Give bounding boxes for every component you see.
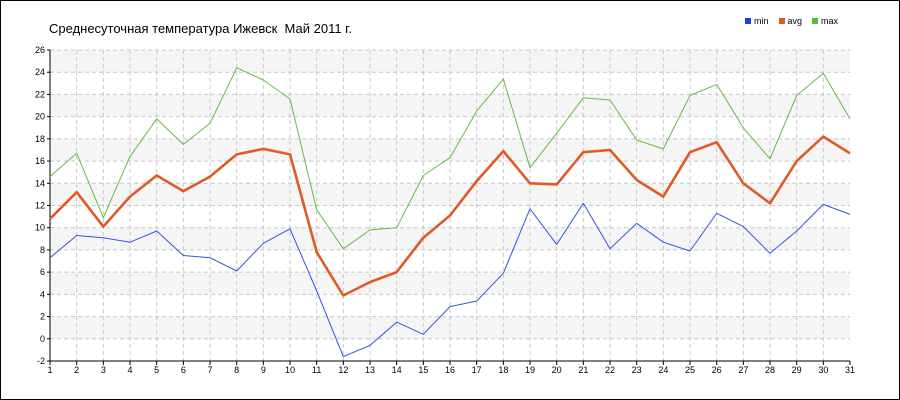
y-tick-label: 2 (40, 312, 45, 322)
plot-band (50, 94, 850, 117)
y-tick-label: 24 (35, 67, 45, 77)
y-tick-label: 4 (40, 289, 45, 299)
legend-swatch-max (812, 18, 819, 24)
x-tick-label: 22 (605, 365, 615, 375)
plot-band (50, 316, 850, 339)
x-tick-label: 21 (578, 365, 588, 375)
chart-legend: min avg max (745, 16, 838, 26)
x-tick-label: 19 (525, 365, 535, 375)
x-tick-label: 4 (127, 365, 132, 375)
legend-swatch-min (745, 18, 751, 24)
legend-swatch-avg (778, 18, 785, 24)
x-tick-label: 26 (712, 365, 722, 375)
x-tick-label: 23 (632, 365, 642, 375)
x-tick-label: 31 (845, 365, 855, 375)
legend-item-min: min (745, 16, 769, 26)
x-tick-label: 28 (765, 365, 775, 375)
legend-label-avg: avg (787, 16, 803, 26)
legend-item-max: max (812, 16, 838, 26)
y-tick-label: 22 (35, 89, 45, 99)
y-tick-label: 14 (35, 178, 45, 188)
series-line-max (49, 67, 851, 250)
x-tick-label: 10 (285, 365, 295, 375)
y-tick-label: 12 (35, 201, 45, 211)
y-tick-label: 6 (40, 267, 45, 277)
x-tick-label: 14 (392, 365, 402, 375)
x-tick-label: 27 (738, 365, 748, 375)
y-tick-label: 18 (35, 134, 45, 144)
legend-label-min: min (754, 16, 769, 26)
plot-band (50, 50, 850, 73)
x-tick-label: 1 (47, 365, 52, 375)
x-tick-label: 6 (181, 365, 186, 375)
x-tick-label: 29 (792, 365, 802, 375)
chart-title: Среднесуточная температура Ижевск Май 20… (49, 21, 352, 36)
x-tick-label: 24 (658, 365, 668, 375)
x-tick-label: 2 (74, 365, 79, 375)
x-tick-label: 8 (234, 365, 239, 375)
y-tick-label: -2 (37, 356, 45, 366)
y-tick-label: 0 (40, 334, 45, 344)
y-tick-label: 16 (35, 156, 45, 166)
x-tick-label: 11 (312, 365, 321, 375)
x-tick-label: 9 (261, 365, 266, 375)
x-tick-label: 12 (338, 365, 348, 375)
series-line-avg (49, 135, 851, 297)
y-tick-label: 26 (35, 45, 45, 55)
x-tick-label: 18 (498, 365, 508, 375)
x-tick-label: 30 (818, 365, 828, 375)
y-tick-label: 20 (35, 112, 45, 122)
x-tick-label: 25 (685, 365, 695, 375)
y-tick-label: 10 (35, 223, 45, 233)
x-tick-label: 5 (154, 365, 159, 375)
legend-label-max: max (821, 16, 839, 26)
x-tick-label: 13 (365, 365, 375, 375)
legend-item-avg: avg (778, 16, 803, 26)
x-tick-label: 17 (472, 365, 482, 375)
x-tick-label: 15 (418, 365, 428, 375)
y-tick-label: 8 (40, 245, 45, 255)
x-tick-label: 7 (207, 365, 212, 375)
x-tick-label: 20 (552, 365, 562, 375)
series-line-min (49, 202, 851, 358)
x-tick-label: 16 (445, 365, 455, 375)
x-tick-label: 3 (101, 365, 106, 375)
